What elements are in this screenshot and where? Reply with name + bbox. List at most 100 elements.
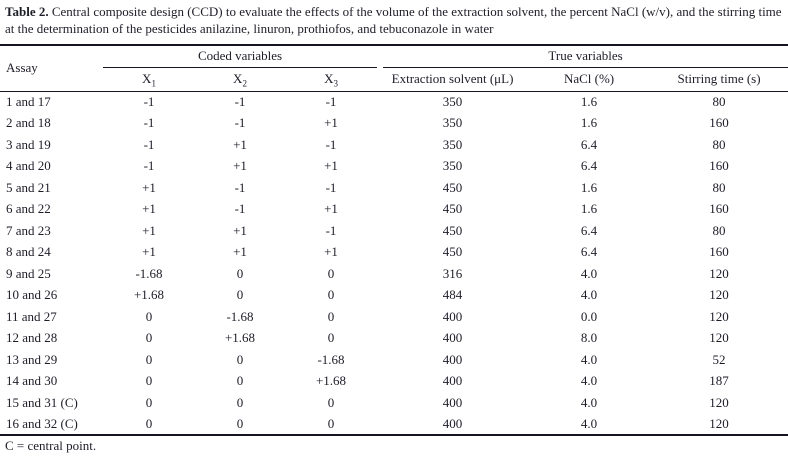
cell-x3: -1 [325, 136, 337, 152]
cell-solvent: 400 [442, 308, 463, 324]
cell-x1: 0 [145, 394, 153, 410]
cell-assay: 9 and 25 [6, 265, 51, 281]
cell-x1: 0 [145, 351, 153, 367]
cell-nacl: 4.0 [580, 394, 598, 410]
cell-x2: +1 [233, 244, 247, 260]
cell-solvent: 400 [442, 351, 463, 367]
cell-solvent: 400 [442, 373, 463, 389]
cell-x3: -1 [325, 179, 337, 195]
cell-nacl: 6.4 [580, 136, 598, 152]
cell-assay: 2 and 18 [6, 115, 51, 131]
cell-x3: -1 [325, 222, 337, 238]
cell-nacl: 4.0 [580, 351, 598, 367]
header-x1-sub: 1 [151, 78, 156, 89]
cell-x1: -1 [143, 94, 155, 109]
cell-assay: 12 and 28 [6, 330, 58, 346]
cell-x3: 0 [327, 308, 335, 324]
cell-time: 160 [709, 115, 729, 131]
header-stirring-time: Stirring time (s) [650, 68, 788, 92]
table-row: 6 and 22 +1 -1 +1 450 1.6 160 [0, 199, 788, 221]
cell-time: 120 [709, 308, 729, 324]
cell-x2: +1.68 [224, 330, 256, 346]
cell-nacl: 4.0 [580, 265, 598, 281]
cell-x1: 0 [145, 415, 153, 431]
cell-solvent: 450 [442, 222, 463, 238]
table-row: 3 and 19 -1 +1 -1 350 6.4 80 [0, 134, 788, 156]
cell-x3: +1 [324, 158, 338, 174]
table-row: 1 and 17 -1 -1 -1 350 1.6 80 [0, 91, 788, 113]
cell-time: 187 [709, 373, 729, 389]
cell-x2: 0 [236, 265, 244, 281]
header-group-coded-variables: Coded variables [103, 45, 378, 68]
cell-time: 160 [709, 158, 729, 174]
header-nacl: NaCl (%) [528, 68, 651, 92]
cell-x3: 0 [327, 265, 335, 281]
header-x2: X2 [195, 68, 285, 92]
cell-time: 80 [712, 94, 726, 109]
cell-nacl: 8.0 [580, 330, 598, 346]
cell-x3: +1.68 [315, 373, 347, 389]
table-row: 8 and 24 +1 +1 +1 450 6.4 160 [0, 242, 788, 264]
header-x2-base: X [233, 71, 243, 87]
cell-solvent: 400 [442, 330, 463, 346]
cell-x1: -1 [143, 158, 155, 174]
cell-x2: -1 [234, 179, 246, 195]
cell-x2: 0 [236, 415, 244, 431]
table-row: 5 and 21 +1 -1 -1 450 1.6 80 [0, 177, 788, 199]
header-x1-base: X [142, 71, 152, 87]
cell-x3: 0 [327, 287, 335, 303]
cell-time: 80 [712, 222, 726, 238]
table-row: 4 and 20 -1 +1 +1 350 6.4 160 [0, 156, 788, 178]
ccd-table: Assay Coded variables True variables X1 … [0, 44, 788, 436]
cell-nacl: 4.0 [580, 415, 598, 431]
header-extraction-solvent: Extraction solvent (μL) [377, 68, 529, 92]
cell-time: 80 [712, 179, 726, 195]
cell-x2: -1 [234, 115, 246, 131]
header-x2-sub: 2 [242, 78, 247, 89]
cell-x1: -1 [143, 115, 155, 131]
cell-solvent: 484 [442, 287, 463, 303]
group-header-row: Assay Coded variables True variables [0, 45, 788, 92]
cell-x1: 0 [145, 373, 153, 389]
header-x3: X3 [285, 68, 378, 92]
cell-solvent: 450 [442, 244, 463, 260]
cell-assay: 16 and 32 (C) [6, 415, 78, 431]
cell-x3: +1 [324, 201, 338, 217]
cell-nacl: 1.6 [580, 201, 598, 217]
cell-x1: 0 [145, 308, 153, 324]
sub-header-row: X1 X2 X3 Extraction solvent (μL) NaCl (%… [0, 68, 788, 92]
cell-nacl: 6.4 [580, 222, 598, 238]
cell-nacl: 0.0 [580, 308, 598, 324]
cell-x2: 0 [236, 373, 244, 389]
cell-nacl: 4.0 [580, 373, 598, 389]
cell-time: 120 [709, 265, 729, 281]
cell-x1: +1 [142, 179, 156, 195]
cell-x1: -1 [143, 136, 155, 152]
cell-solvent: 350 [442, 136, 463, 152]
cell-x1: +1 [142, 222, 156, 238]
cell-time: 120 [709, 330, 729, 346]
cell-time: 80 [712, 136, 726, 152]
cell-x2: +1 [233, 136, 247, 152]
cell-assay: 15 and 31 (C) [6, 394, 78, 410]
cell-solvent: 400 [442, 394, 463, 410]
cell-solvent: 316 [442, 265, 463, 281]
table-caption-label: Table 2. [5, 4, 49, 19]
cell-assay: 6 and 22 [6, 201, 51, 217]
cell-nacl: 6.4 [580, 158, 598, 174]
header-group-coded-label: Coded variables [103, 46, 378, 68]
table-body: 1 and 17 -1 -1 -1 350 1.6 80 2 and 18 -1… [0, 91, 788, 435]
cell-nacl: 1.6 [580, 94, 598, 109]
cell-x3: 0 [327, 394, 335, 410]
cell-x1: 0 [145, 330, 153, 346]
cell-time: 160 [709, 244, 729, 260]
table-footnote: C = central point. [5, 438, 97, 453]
cell-x3: +1 [324, 115, 338, 131]
cell-x2: -1.68 [226, 308, 254, 324]
cell-x3: 0 [327, 330, 335, 346]
header-x1: X1 [103, 68, 195, 92]
cell-x2: -1 [234, 201, 246, 217]
table-caption-text: Central composite design (CCD) to evalua… [5, 4, 782, 36]
cell-x3: -1.68 [317, 351, 345, 367]
cell-x3: -1 [325, 94, 337, 109]
